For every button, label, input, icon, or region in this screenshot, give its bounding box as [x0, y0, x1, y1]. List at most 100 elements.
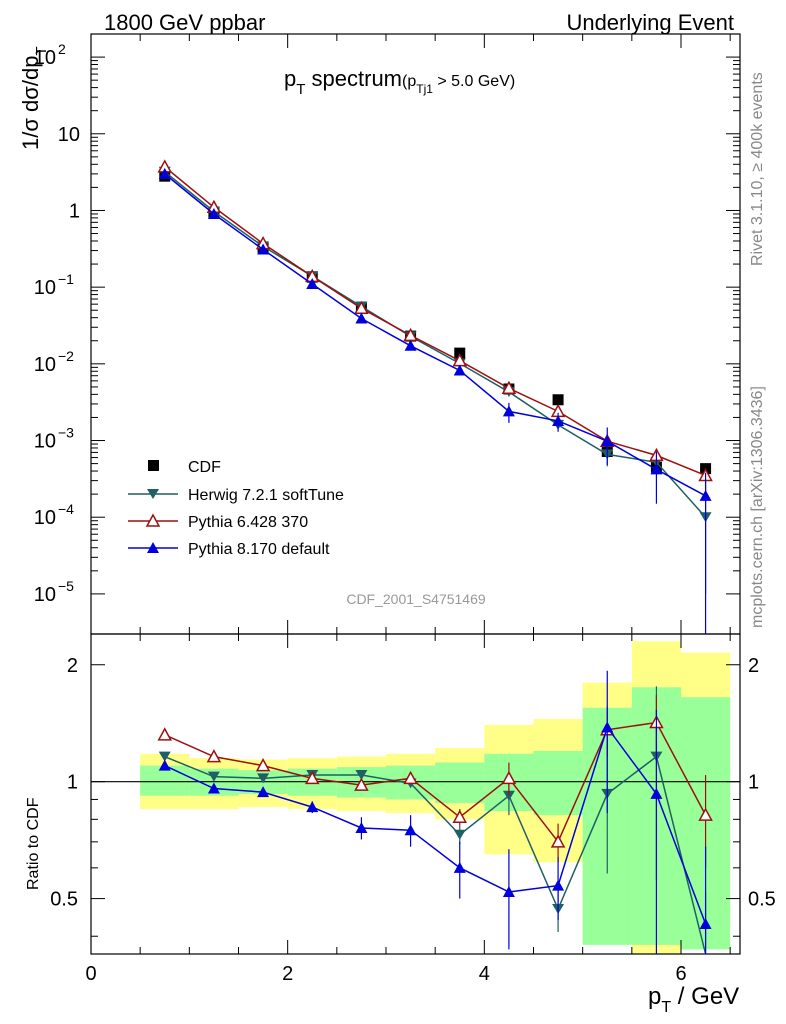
y-axis-label-top-sub: T	[33, 46, 50, 55]
point-data-8	[552, 394, 564, 406]
ratio-point-pythia6-5	[403, 770, 418, 785]
x-tick-label-0: 0	[85, 963, 96, 985]
x-axis-label-sub: T	[661, 999, 671, 1016]
ratio-point-pythia6-7	[501, 770, 517, 785]
point-pythia8-3	[306, 277, 319, 289]
x-tick-label-2: 4	[479, 963, 490, 985]
analysis-id: CDF_2001_S4751469	[346, 591, 486, 607]
y-tick-label-top-exp-4: −2	[58, 348, 74, 364]
data-marks	[157, 159, 713, 955]
x-axis-label-rest: / GeV	[671, 983, 739, 1010]
ratio-line-pythia6	[164, 721, 707, 844]
y-tick-label-top-exp-5: −3	[58, 425, 74, 441]
point-pythia8-6	[453, 364, 466, 376]
ratio-panel-frame	[90, 633, 741, 955]
legend-marker-herwig	[147, 489, 159, 499]
ratio-tick-label-right-1: 1	[748, 772, 759, 794]
x-tick-label-3: 6	[675, 963, 686, 985]
ratio-point-herwig-2	[257, 773, 270, 784]
y-tick-label-top-1: 10	[58, 124, 80, 146]
ratio-point-pythia6-2	[255, 758, 271, 772]
ratio-point-pythia6-3	[304, 770, 320, 785]
ratio-point-pythia6-1	[206, 749, 222, 763]
legend-label-cdf: CDF	[188, 459, 221, 476]
ratio-point-pythia8-8	[552, 879, 565, 891]
title-main-sub: T	[296, 81, 305, 98]
ratio-point-pythia8-4	[355, 821, 368, 833]
ratio-point-pythia8-0	[158, 759, 171, 771]
ratio-line-herwig	[164, 755, 707, 955]
y-axis-label-ratio: Ratio to CDF	[25, 797, 42, 890]
ratio-tick-label-right-2: 2	[748, 655, 759, 677]
ratio-point-pythia8-5	[404, 824, 417, 836]
band-green-6	[435, 762, 485, 804]
point-pythia8-8	[552, 414, 565, 426]
ratio-point-pythia6-11	[698, 807, 713, 821]
ratio-tick-label-left-1: 1	[67, 772, 78, 794]
legend-marker-pythia8	[147, 542, 159, 553]
ratio-point-pythia6-6	[452, 809, 468, 823]
ratio-point-pythia6-4	[354, 777, 369, 791]
title-main-rest: spectrum	[305, 66, 402, 91]
title-cond: (p	[402, 73, 416, 90]
ratio-point-pythia8-11	[699, 918, 712, 930]
y-tick-label-top-4: 10	[34, 354, 56, 376]
ratio-point-pythia8-2	[257, 786, 270, 798]
header-right: Underlying Event	[566, 10, 734, 35]
y-axis-label-top-main: 1/σ dσ/dp	[18, 56, 43, 150]
title-main: p	[284, 66, 296, 91]
point-pythia8-10	[650, 463, 663, 475]
y-tick-label-top-exp-0: 2	[58, 41, 66, 57]
point-pythia8-2	[257, 243, 270, 255]
ratio-point-pythia6-8	[550, 834, 566, 848]
point-pythia8-4	[355, 312, 368, 324]
band-green-0	[140, 765, 190, 796]
series-line-pythia6	[164, 166, 706, 477]
ratio-tick-label-right-0: 0.5	[748, 889, 776, 911]
ratio-point-pythia8-1	[207, 782, 220, 794]
ratio-tick-label-left-2: 2	[67, 655, 78, 677]
y-axis-label-top: 1/σ dσ/dpT	[18, 46, 50, 150]
point-pythia8-7	[502, 405, 515, 417]
y-tick-label-top-exp-6: −4	[58, 501, 74, 517]
y-tick-label-top-3: 10	[34, 277, 56, 299]
ratio-point-herwig-0	[158, 751, 171, 762]
legend-label-pythia6: Pythia 6.428 370	[188, 514, 308, 531]
mcplots-label: mcplots.cern.ch [arXiv:1306.3436]	[749, 386, 766, 628]
series-line-herwig	[164, 171, 707, 518]
ratio-line-pythia8	[164, 725, 707, 925]
y-tick-label-top-6: 10	[34, 507, 56, 529]
ratio-point-herwig-4	[355, 770, 368, 781]
legend-entry-pythia8: Pythia 8.170 default	[128, 541, 330, 558]
y-tick-label-top-2: 1	[69, 200, 80, 222]
point-pythia8-1	[207, 207, 220, 219]
legend-entry-pythia6: Pythia 6.428 370	[128, 513, 308, 531]
ratio-point-pythia6-0	[157, 727, 173, 741]
title-cond-sub: Tj1	[416, 82, 433, 96]
ratio-tick-label-left-0: 0.5	[50, 889, 78, 911]
ratio-point-pythia8-9	[601, 721, 614, 733]
legend-entry-cdf: CDF	[148, 459, 221, 476]
x-axis-label: pT / GeV	[648, 983, 739, 1016]
ratio-point-herwig-1	[207, 771, 220, 782]
point-pythia8-9	[601, 435, 614, 447]
legend-marker-cdf	[148, 460, 159, 471]
y-tick-label-top-exp-7: −5	[58, 578, 74, 594]
x-axis-label-main: p	[648, 983, 661, 1010]
y-tick-label-top-exp-3: −1	[58, 271, 74, 287]
title-cond-rest: > 5.0 GeV)	[433, 73, 515, 90]
header-left: 1800 GeV ppbar	[104, 10, 265, 35]
rivet-label: Rivet 3.1.10, ≥ 400k events	[749, 72, 766, 266]
point-pythia8-5	[404, 339, 417, 351]
ratio-point-pythia8-3	[306, 801, 319, 813]
y-tick-label-top-0: 10	[34, 47, 56, 69]
point-pythia6-7	[501, 380, 517, 395]
y-tick-label-top-7: 10	[34, 584, 56, 606]
legend-label-herwig: Herwig 7.2.1 softTune	[188, 487, 344, 504]
series-line-pythia8	[164, 173, 706, 497]
legend-marker-pythia6	[145, 513, 161, 527]
y-tick-label-top-5: 10	[34, 431, 56, 453]
plot-title: pT spectrum(pTj1 > 5.0 GeV)	[284, 66, 515, 98]
